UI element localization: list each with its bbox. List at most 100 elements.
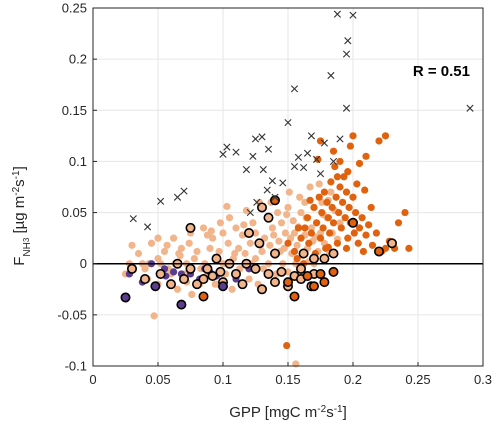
x-tick-label: 0.2	[344, 372, 362, 387]
cross-point	[303, 149, 312, 157]
data-point	[274, 208, 282, 217]
outlined-point	[202, 263, 213, 274]
data-point	[344, 168, 352, 176]
cross-point	[279, 179, 287, 187]
data-point	[203, 231, 211, 239]
data-point	[318, 208, 326, 217]
data-point	[206, 244, 214, 252]
y-tick-label: 0.15	[62, 103, 87, 118]
y-tick-label: 0.05	[62, 205, 87, 220]
cross-point	[307, 132, 315, 140]
data-point	[241, 249, 249, 258]
data-point	[336, 183, 344, 191]
outlined-point	[319, 253, 330, 264]
cross-point	[290, 162, 299, 171]
outlined-point	[328, 248, 339, 259]
outlined-point	[269, 248, 280, 259]
cross-point	[313, 155, 321, 163]
data-point	[306, 183, 314, 191]
data-point	[354, 239, 362, 247]
data-point	[170, 234, 178, 242]
data-point	[337, 224, 345, 232]
y-axis-label: FNH3 [µg m-2s-1]	[11, 166, 33, 266]
data-point	[160, 247, 169, 256]
cross-point	[180, 187, 188, 195]
y-tick-label: 0.2	[69, 52, 87, 67]
cross-point	[223, 143, 231, 151]
data-point	[277, 219, 286, 227]
outlined-point	[211, 253, 222, 264]
data-point	[293, 241, 301, 249]
grid	[92, 7, 484, 367]
data-point	[258, 247, 266, 256]
outlined-point	[140, 274, 151, 285]
data-point	[365, 221, 373, 229]
data-point	[245, 275, 253, 283]
outlined-point	[308, 253, 319, 264]
outlined-point	[185, 263, 196, 274]
data-point	[290, 247, 299, 256]
data-point	[251, 229, 260, 237]
data-point	[154, 234, 162, 242]
data-point	[313, 219, 321, 227]
cross-point	[249, 152, 257, 160]
data-point	[329, 147, 338, 155]
data-point	[375, 137, 383, 145]
x-tick-label: 0.3	[474, 372, 492, 387]
x-tick-label: 0.1	[214, 372, 232, 387]
data-point	[361, 186, 369, 194]
data-point	[335, 208, 343, 217]
data-point	[290, 229, 299, 237]
outlined-point	[282, 277, 293, 288]
cross-point	[251, 135, 260, 143]
outlined-point	[302, 270, 313, 281]
data-point	[283, 341, 291, 350]
outlined-point	[315, 268, 326, 279]
data-point	[355, 224, 364, 232]
cross-point	[320, 139, 328, 147]
x-axis-ticks: 0 0.05 0.1 0.15 0.2 0.25 0.3	[89, 362, 492, 387]
data-point	[315, 193, 323, 201]
outlined-point	[263, 212, 274, 223]
outlined-point	[198, 291, 209, 302]
data-point	[310, 203, 318, 212]
data-point	[170, 268, 178, 276]
cross-point	[344, 37, 352, 45]
data-point	[223, 202, 231, 211]
data-point	[251, 255, 260, 263]
cross-point	[327, 71, 335, 80]
data-point	[328, 203, 336, 212]
cross-point	[157, 197, 165, 205]
y-tick-label: 0	[80, 256, 87, 271]
data-point	[320, 188, 328, 196]
outlined-point	[373, 246, 384, 257]
data-point	[185, 239, 193, 247]
outlined-point	[120, 292, 131, 303]
data-point	[219, 229, 227, 237]
data-point	[333, 239, 341, 247]
cross-point	[300, 163, 308, 172]
cross-point	[268, 177, 276, 185]
cross-point	[173, 193, 182, 201]
data-point	[134, 249, 143, 258]
data-point	[355, 159, 364, 168]
data-point	[372, 229, 380, 237]
svg-text:FNH3 [µg m-2s-1]: FNH3 [µg m-2s-1]	[11, 166, 33, 266]
data-point	[362, 152, 370, 160]
cross-point	[342, 50, 351, 58]
outlined-point	[231, 268, 242, 279]
data-point	[394, 219, 403, 227]
outlined-point	[244, 228, 255, 239]
data-point	[225, 214, 234, 222]
y-tick-label: 0.1	[69, 154, 87, 169]
data-point	[231, 249, 239, 258]
data-point	[188, 290, 196, 298]
cross-point	[129, 215, 137, 223]
cross-point	[242, 166, 250, 174]
outlined-point	[269, 277, 280, 288]
data-point	[285, 188, 293, 196]
x-tick-label: 0.05	[145, 372, 170, 387]
data-point	[232, 224, 240, 232]
data-point	[345, 203, 353, 212]
data-point	[307, 229, 315, 237]
